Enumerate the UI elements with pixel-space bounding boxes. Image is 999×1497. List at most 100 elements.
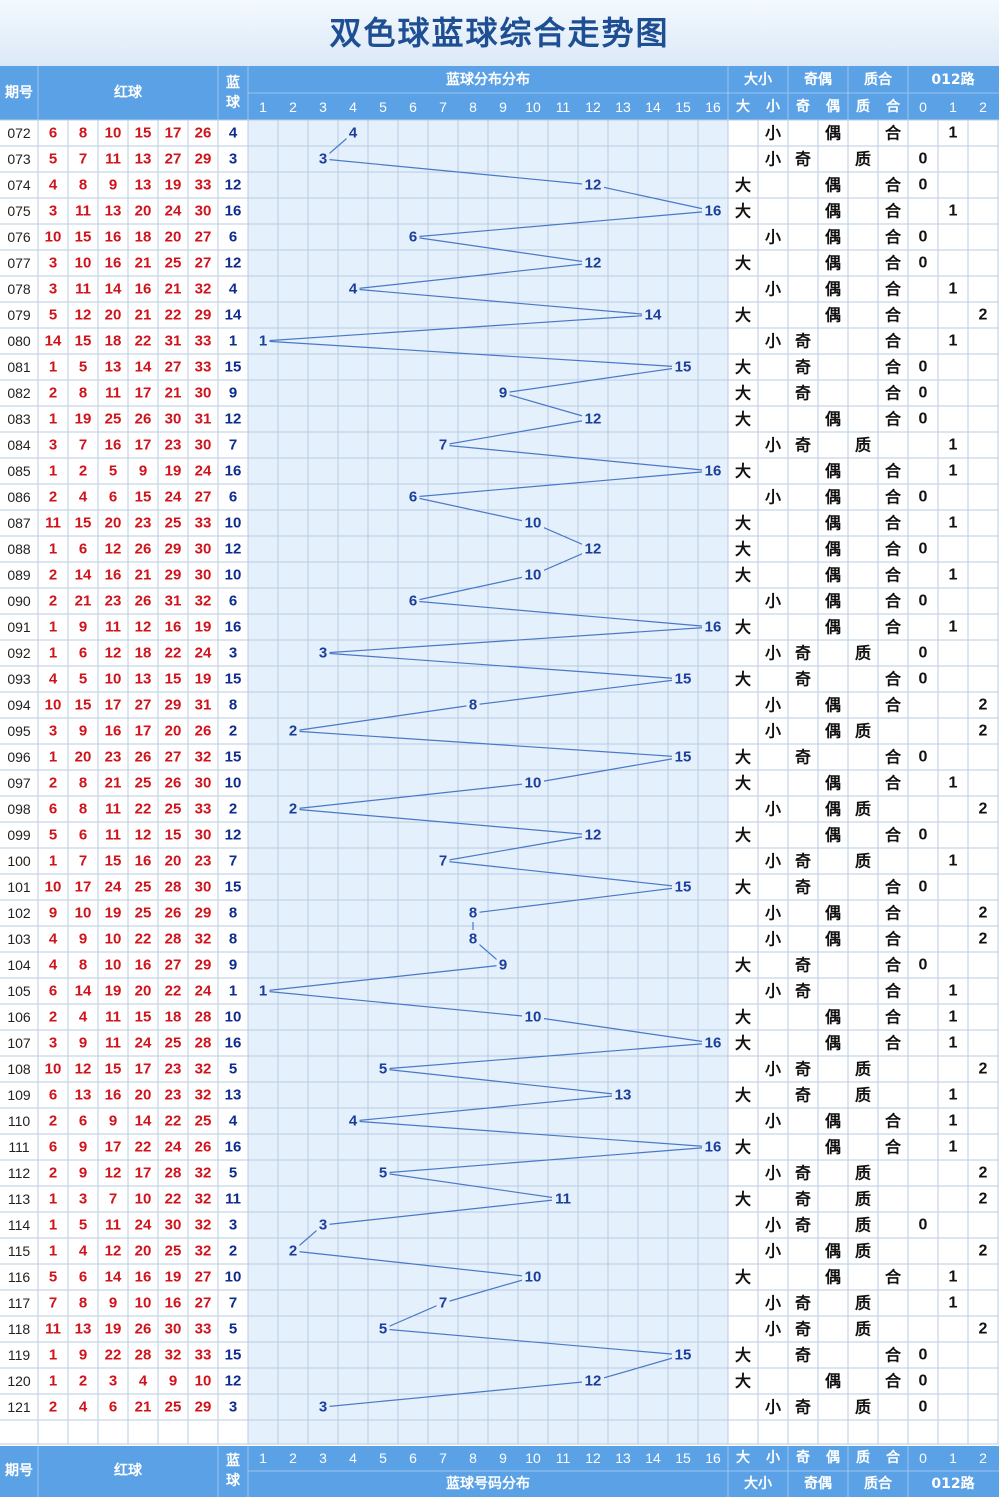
- number-footer-15: 15: [675, 1450, 691, 1466]
- primecomp-cell: 质: [855, 1242, 871, 1261]
- trend-point: 16: [705, 1035, 722, 1052]
- red-ball: 2: [49, 1399, 57, 1416]
- ball-mask: [316, 644, 330, 662]
- period-cell: 077: [7, 255, 31, 271]
- period-cell: 082: [7, 385, 31, 401]
- red-ball: 22: [135, 801, 152, 818]
- primecomp-cell: 合: [885, 358, 902, 377]
- bigsmall-cell: 大: [735, 462, 751, 481]
- red-ball: 25: [165, 515, 182, 532]
- ball-mask: [552, 1190, 574, 1208]
- red-ball: 12: [135, 619, 152, 636]
- oddeven-cell: 偶: [825, 800, 841, 819]
- ball-mask: [522, 774, 544, 792]
- red-ball: 29: [165, 567, 182, 584]
- period-cell: 118: [8, 1321, 31, 1337]
- red-ball: 1: [49, 411, 57, 428]
- ball-mask: [286, 800, 300, 818]
- oddeven-cell: 偶: [825, 540, 841, 559]
- red-ball: 22: [165, 645, 182, 662]
- red-ball: 27: [195, 489, 212, 506]
- red-ball: 5: [79, 1217, 87, 1234]
- red-ball: 11: [105, 1217, 121, 1234]
- red-ball: 9: [169, 1373, 177, 1390]
- red-ball: 26: [195, 125, 212, 142]
- blue-ball: 12: [225, 541, 242, 558]
- sub-header: 奇: [796, 98, 810, 115]
- blue-ball: 7: [229, 1295, 237, 1312]
- blue-ball: 12: [225, 177, 242, 194]
- red-ball: 22: [135, 931, 152, 948]
- blue-ball: 5: [229, 1165, 237, 1182]
- red-ball: 6: [109, 1399, 117, 1416]
- trend-point: 10: [525, 515, 542, 532]
- trend-point: 4: [349, 281, 358, 298]
- primecomp-cell: 合: [885, 1112, 902, 1131]
- red-ball: 17: [135, 1061, 152, 1078]
- red-ball: 16: [165, 619, 182, 636]
- red-ball: 19: [105, 983, 122, 1000]
- red-ball: 5: [49, 307, 57, 324]
- red-ball: 2: [49, 1165, 57, 1182]
- route-cell: 2: [979, 307, 988, 324]
- red-ball: 32: [195, 1061, 212, 1078]
- red-ball: 30: [195, 775, 212, 792]
- red-ball: 3: [49, 437, 57, 454]
- red-ball: 6: [79, 645, 87, 662]
- route-cell: 1: [949, 515, 958, 532]
- route-cell: 1: [949, 1009, 958, 1026]
- number-footer-8: 8: [469, 1450, 477, 1466]
- route-cell: 0: [919, 385, 928, 402]
- primecomp-cell: 合: [885, 1008, 902, 1027]
- red-ball: 21: [135, 307, 152, 324]
- bigsmall-cell: 大: [735, 1268, 751, 1287]
- route-cell: 0: [919, 177, 928, 194]
- blue-ball: 9: [229, 385, 237, 402]
- bigsmall-cell: 小: [765, 1398, 781, 1417]
- route-footer: 012路: [931, 1475, 975, 1492]
- period-cell: 101: [7, 879, 31, 895]
- trend-point: 6: [409, 489, 417, 506]
- bigsmall-cell: 大: [735, 306, 751, 325]
- number-footer-4: 4: [349, 1450, 357, 1466]
- red-ball: 11: [105, 1035, 121, 1052]
- blue-ball: 8: [229, 931, 237, 948]
- red-ball: 28: [195, 1009, 212, 1026]
- red-ball: 23: [165, 1087, 182, 1104]
- red-ball: 6: [79, 1113, 87, 1130]
- red-ball: 7: [79, 437, 87, 454]
- red-ball: 24: [165, 203, 182, 220]
- ball-mask: [672, 358, 694, 376]
- route-header: 012路: [931, 71, 975, 88]
- red-ball: 19: [165, 463, 182, 480]
- red-ball: 1: [49, 1373, 57, 1390]
- trend-point: 6: [409, 229, 417, 246]
- period-cell: 113: [8, 1191, 31, 1207]
- blue-ball: 10: [225, 515, 242, 532]
- red-ball: 6: [49, 1087, 57, 1104]
- red-ball: 2: [49, 775, 57, 792]
- route-cell: 0: [919, 151, 928, 168]
- period-cell: 097: [7, 775, 31, 791]
- period-cell: 121: [7, 1399, 31, 1415]
- red-ball: 32: [165, 1347, 182, 1364]
- red-ball: 12: [75, 1061, 92, 1078]
- primecomp-cell: 合: [885, 930, 902, 949]
- red-ball: 25: [165, 255, 182, 272]
- red-ball: 24: [135, 1217, 152, 1234]
- route-cell: 1: [949, 567, 958, 584]
- red-ball: 1: [49, 749, 57, 766]
- bigsmall-cell: 大: [735, 566, 751, 585]
- trend-point: 10: [525, 775, 542, 792]
- ball-mask: [582, 410, 604, 428]
- period-cell: 085: [7, 463, 31, 479]
- ball-mask: [582, 176, 604, 194]
- trend-point: 4: [349, 1113, 358, 1130]
- ball-mask: [466, 904, 480, 922]
- bigsmall-cell: 大: [735, 176, 751, 195]
- blue-ball: 7: [229, 437, 237, 454]
- blue-ball-footer: 球: [226, 1472, 241, 1489]
- oddeven-cell: 奇: [795, 1164, 811, 1183]
- oddeven-cell: 偶: [825, 1242, 841, 1261]
